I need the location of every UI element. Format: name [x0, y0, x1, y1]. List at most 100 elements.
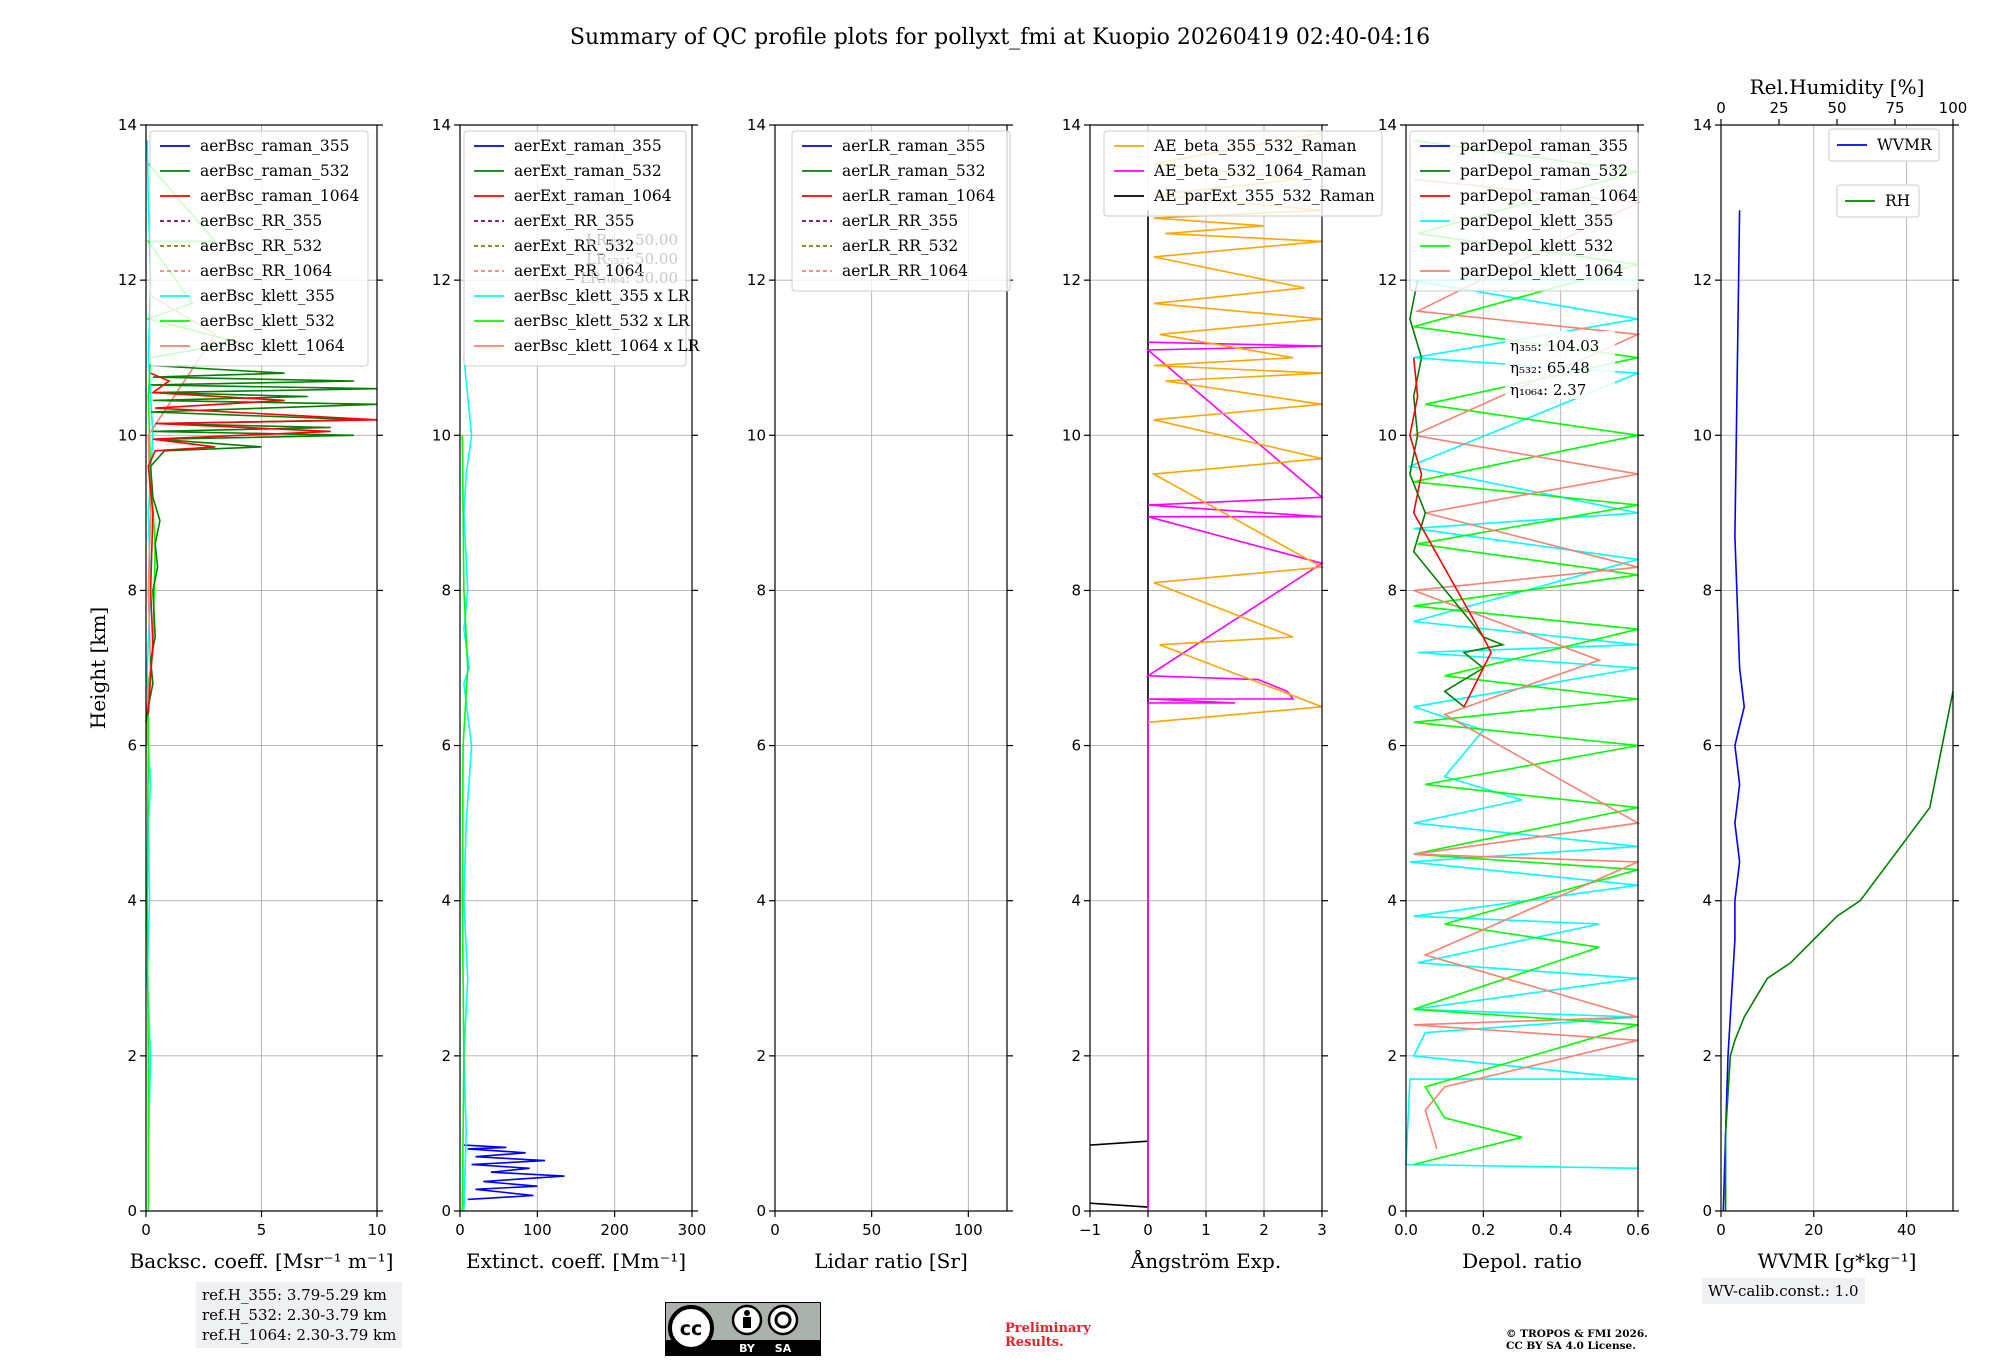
series-aerbsc_klett_532 x lr	[461, 435, 469, 1212]
eta-box	[1505, 331, 1615, 399]
x-tick-label: 0	[1143, 1221, 1153, 1239]
top-tick-label: 25	[1769, 99, 1788, 117]
x-tick-label: 5	[257, 1221, 267, 1239]
y-tick-label: 10	[118, 426, 137, 444]
x-tick-label: 0.6	[1626, 1221, 1650, 1239]
legend-label: aerBsc_raman_355	[200, 137, 350, 155]
y-tick-label: 0	[1071, 1202, 1081, 1220]
y-tick-label: 10	[432, 426, 451, 444]
y-tick-label: 4	[1071, 892, 1081, 910]
lr-note: LR₅₃₂: 50.00	[586, 250, 678, 268]
ref-height-1064: ref.H_1064: 2.30-3.79 km	[202, 1326, 397, 1344]
preliminary-line-1: Preliminary	[1005, 1321, 1091, 1336]
reference-height-box: ref.H_355: 3.79-5.29 km ref.H_532: 2.30-…	[196, 1282, 403, 1348]
legend-label: parDepol_raman_532	[1460, 162, 1628, 180]
series-aerbsc_raman_532	[145, 364, 378, 723]
y-tick-label: 8	[441, 581, 451, 599]
y-tick-label: 14	[1062, 116, 1081, 134]
y-tick-label: 0	[127, 1202, 137, 1220]
legend-label: aerBsc_klett_1064 x LR	[514, 337, 701, 355]
x-tick-label: 0	[770, 1221, 780, 1239]
legend-label-wvmr: WVMR	[1877, 136, 1933, 154]
y-tick-label: 8	[127, 581, 137, 599]
legend-label: aerLR_raman_532	[842, 162, 985, 180]
y-tick-label: 6	[1702, 737, 1712, 755]
legend-label: parDepol_raman_1064	[1460, 187, 1638, 205]
legend-label: aerExt_RR_532	[514, 237, 635, 255]
legend-label: aerBsc_raman_1064	[200, 187, 360, 205]
legend-box	[1103, 130, 1383, 217]
y-tick-label: 0	[1387, 1202, 1397, 1220]
y-tick-label: 6	[441, 737, 451, 755]
y-tick-label: 6	[1071, 737, 1081, 755]
y-tick-label: 12	[747, 271, 766, 289]
y-tick-label: 0	[441, 1202, 451, 1220]
legend-label-rh: RH	[1885, 192, 1910, 210]
preliminary-line-2: Results.	[1005, 1335, 1064, 1350]
y-tick-label: 14	[432, 116, 451, 134]
top-tick-label: 0	[1716, 99, 1726, 117]
figure-title: Summary of QC profile plots for pollyxt_…	[570, 25, 1430, 50]
x-axis-label: Extinct. coeff. [Mm⁻¹]	[466, 1249, 686, 1273]
y-tick-label: 4	[1702, 892, 1712, 910]
x-tick-label: 0.2	[1471, 1221, 1495, 1239]
x-tick-label: 1	[1201, 1221, 1211, 1239]
series-pardepol_raman_1064	[1409, 357, 1492, 708]
series-ae_parext_355_532_raman	[1089, 210, 1149, 1208]
series-ae_beta_532_1064_raman	[1145, 341, 1325, 1211]
y-tick-label: 14	[118, 116, 137, 134]
top-tick-label: 50	[1827, 99, 1846, 117]
legend-label: aerBsc_klett_532	[200, 312, 335, 330]
x-tick-label: 200	[600, 1221, 629, 1239]
x-axis-label: Ångström Exp.	[1130, 1248, 1281, 1273]
x-tick-label: 100	[954, 1221, 983, 1239]
x-tick-label: 10	[367, 1221, 386, 1239]
legend-label: aerBsc_klett_532 x LR	[514, 312, 691, 330]
y-tick-label: 2	[441, 1047, 451, 1065]
legend-label: aerLR_raman_1064	[842, 187, 995, 205]
legend-label: aerExt_raman_1064	[514, 187, 672, 205]
y-tick-label: 12	[1062, 271, 1081, 289]
x-axis-label: WVMR [g*kg⁻¹]	[1758, 1249, 1917, 1273]
copyright-line-1: © TROPOS & FMI 2026.	[1506, 1328, 1648, 1340]
x-tick-label: 100	[523, 1221, 552, 1239]
legend-label: aerBsc_RR_355	[200, 212, 322, 230]
axes-frame	[1405, 124, 1639, 1212]
lr-note: LR₁₀₆₄: 50.00	[580, 269, 678, 287]
y-tick-label: 10	[1378, 426, 1397, 444]
legend-label: parDepol_klett_355	[1460, 212, 1613, 230]
preliminary-label: Preliminary Results.	[1005, 1322, 1091, 1350]
y-tick-label: 14	[1693, 116, 1712, 134]
series-pardepol_klett_532	[1413, 139, 1639, 1166]
y-tick-label: 14	[747, 116, 766, 134]
copyright-line-2: CC BY SA 4.0 License.	[1506, 1340, 1636, 1352]
x-tick-label: 20	[1804, 1221, 1823, 1239]
legend-label: aerBsc_klett_355 x LR	[514, 287, 691, 305]
legend-label: aerLR_RR_355	[842, 212, 958, 230]
y-tick-label: 14	[1378, 116, 1397, 134]
legend-label: parDepol_klett_532	[1460, 237, 1613, 255]
top-tick-label: 75	[1885, 99, 1904, 117]
sa-text: SA	[775, 1342, 792, 1355]
series-pardepol_raman_532	[1409, 279, 1506, 708]
y-tick-label: 2	[1071, 1047, 1081, 1065]
legend-wvmr-box	[1828, 128, 1940, 162]
legend-rh-box	[1836, 184, 1920, 218]
y-tick-label: 10	[1693, 426, 1712, 444]
legend-label: aerExt_raman_355	[514, 137, 662, 155]
copyright-notice: © TROPOS & FMI 2026. CC BY SA 4.0 Licens…	[1506, 1328, 1648, 1352]
y-tick-label: 6	[1387, 737, 1397, 755]
series-aerext_raman_355	[463, 1144, 565, 1201]
x-axis-label: Lidar ratio [Sr]	[814, 1249, 968, 1273]
y-tick-label: 2	[1702, 1047, 1712, 1065]
y-tick-label: 10	[747, 426, 766, 444]
x-axis-label: Backsc. coeff. [Msr⁻¹ m⁻¹]	[130, 1249, 394, 1273]
wv-calibration-box: WV-calib.const.: 1.0	[1702, 1278, 1865, 1304]
panel-depol: 0 2 4 6 8 10 12 14 0.0 0.2 0.4 0.6 Depol. ratio parDe…	[1378, 116, 1650, 1273]
lr-note: LR₃₅₅: 50.00	[586, 231, 678, 249]
y-tick-label: 0	[1702, 1202, 1712, 1220]
cc-by-sa-badge: cc BY SA	[665, 1302, 821, 1356]
y-tick-label: 12	[118, 271, 137, 289]
